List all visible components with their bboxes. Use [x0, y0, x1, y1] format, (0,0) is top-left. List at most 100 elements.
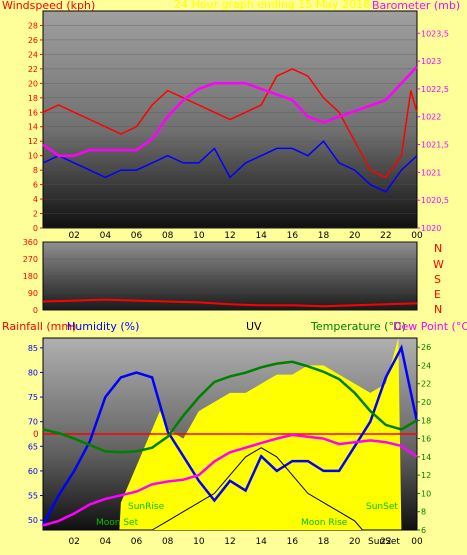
wind-y-tick-22: 22 — [28, 65, 38, 74]
wind-y-tick-16: 16 — [28, 108, 38, 117]
wind-y-tick-0: 0 — [33, 224, 38, 233]
wind-y-tick-18: 18 — [28, 94, 38, 103]
temperature-axis-label: Temperature (°C) — [310, 320, 406, 333]
wind-y-tick-10: 10 — [28, 152, 38, 161]
temperature-x-tick-10: 10 — [193, 537, 205, 547]
temperature-series — [41, 338, 419, 531]
dew-point-axis-label: Dew Point (°C) — [393, 320, 467, 333]
temperature-y-tick-16: 16 — [421, 435, 431, 444]
temperature-y-tick-12: 12 — [421, 471, 431, 480]
temperature-x-ticks: 02 04 06 08 10 12 14 16 18 20 22 00 — [68, 537, 423, 547]
sunrise-label: SunRise — [128, 502, 165, 512]
wind-x-ticks: 02 04 06 08 10 12 14 16 18 20 22 00 — [68, 231, 423, 241]
wind-direction-tick-90: 90 — [28, 289, 38, 298]
compass-w: W — [433, 258, 444, 271]
wind-x-tick-22: 22 — [380, 231, 391, 241]
sunset-label: SunSet — [366, 502, 398, 512]
wind-y-tick-20: 20 — [28, 79, 38, 88]
barometer-y-tick-1020: 1020 — [421, 224, 441, 233]
humidity-y-tick-70: 70 — [28, 418, 38, 427]
series-barometer-line — [42, 65, 418, 157]
temperature-x-tick-04: 04 — [100, 537, 112, 547]
humidity-y-tick-80: 80 — [28, 368, 38, 377]
humidity-y-tick-65: 65 — [28, 442, 38, 451]
wind-direction-tick-180: 180 — [23, 272, 38, 281]
temperature-x-tick-12: 12 — [224, 537, 235, 547]
wind-direction-series — [42, 298, 418, 308]
wind-x-tick-00: 00 — [411, 231, 423, 241]
compass-e: E — [434, 288, 441, 301]
humidity-axis-label: Humidity (%) — [67, 320, 139, 333]
rainfall-axis-label: Rainfall (mm) — [2, 320, 76, 333]
wind-x-tick-14: 14 — [255, 231, 267, 241]
rain-zero-label: 0 — [33, 430, 39, 440]
series-dew-point-line — [42, 433, 418, 527]
wind-y-tick-28: 28 — [28, 21, 38, 30]
wind-x-tick-12: 12 — [224, 231, 235, 241]
wind-direction-ticks: 360 270 180 90 0 — [23, 238, 417, 315]
wind-y-tick-6: 6 — [33, 181, 38, 190]
temperature-x-tick-14: 14 — [255, 537, 267, 547]
compass-labels: N W S E N — [433, 242, 444, 316]
barometer-y-ticks: 1020 1020,5 1021 1021,5 1022 1022,5 1023 1023,5 — [417, 29, 449, 233]
barometer-y-tick-1021,5: 1021,5 — [421, 141, 449, 150]
humidity-y-tick-60: 60 — [28, 467, 38, 476]
uv-axis-label: UV — [246, 320, 262, 333]
wind-x-tick-08: 08 — [162, 231, 174, 241]
humidity-y-tick-75: 75 — [28, 393, 38, 402]
series-uv-line — [43, 447, 417, 531]
temperature-y-tick-22: 22 — [421, 380, 431, 389]
series-wind-average-line — [42, 140, 418, 193]
series-wind-gust-line — [42, 68, 418, 179]
compass-n-top: N — [434, 242, 442, 255]
series-temperature-line — [42, 360, 418, 454]
barometer-y-tick-1022,5: 1022,5 — [421, 85, 449, 94]
temperature-x-tick-18: 18 — [318, 537, 330, 547]
wind-direction-tick-360: 360 — [23, 238, 38, 247]
wind-x-tick-02: 02 — [68, 231, 79, 241]
temperature-x-tick-20: 20 — [349, 537, 361, 547]
wind-y-tick-2: 2 — [33, 210, 38, 219]
wind-y-tick-26: 26 — [28, 36, 38, 45]
wind-x-tick-20: 20 — [349, 231, 361, 241]
series-wind-direction-line — [42, 298, 418, 308]
wind-y-tick-24: 24 — [28, 50, 38, 59]
sunset-bottom-label: SunSet — [368, 537, 400, 547]
barometer-y-tick-1022: 1022 — [421, 113, 441, 122]
temperature-x-tick-00: 00 — [411, 537, 423, 547]
compass-s: S — [434, 273, 441, 286]
temperature-x-tick-06: 06 — [131, 537, 143, 547]
moonrise-label: Moon Rise — [301, 518, 348, 528]
series-humidity-line — [41, 344, 419, 526]
moonset-label: Moon Set — [96, 518, 139, 528]
wind-x-tick-18: 18 — [318, 231, 330, 241]
wind-y-tick-4: 4 — [33, 195, 38, 204]
barometer-y-tick-1023: 1023 — [421, 57, 441, 66]
temperature-y-ticks: 6 8 10 12 14 16 18 20 22 24 26 — [417, 343, 431, 535]
temperature-y-tick-14: 14 — [421, 453, 431, 462]
barometer-axis-label: Barometer (mb) — [372, 0, 460, 12]
humidity-y-tick-55: 55 — [28, 492, 38, 501]
barometer-y-tick-1023,5: 1023,5 — [421, 29, 449, 38]
chart-title: 24 Hour graph ending 15 May 2018 — [174, 0, 370, 11]
barometer-y-tick-1021: 1021 — [421, 168, 441, 177]
barometer-y-tick-1020,5: 1020,5 — [421, 196, 449, 205]
temperature-y-tick-26: 26 — [421, 343, 431, 352]
wind-x-tick-04: 04 — [100, 231, 112, 241]
wind-direction-tick-0: 0 — [33, 306, 38, 315]
temperature-y-tick-24: 24 — [421, 361, 431, 370]
temperature-y-tick-6: 6 — [421, 526, 426, 535]
wind-x-tick-06: 06 — [131, 231, 143, 241]
wind-x-tick-10: 10 — [193, 231, 205, 241]
wind-direction-tick-270: 270 — [23, 255, 38, 264]
wind-series — [42, 65, 418, 193]
compass-n-bottom: N — [434, 303, 442, 316]
wind-x-tick-16: 16 — [287, 231, 299, 241]
humidity-y-tick-85: 85 — [28, 344, 38, 353]
wind-y-tick-14: 14 — [28, 123, 38, 132]
wind-y-tick-12: 12 — [28, 137, 38, 146]
windspeed-axis-label: Windspeed (kph) — [2, 0, 95, 12]
